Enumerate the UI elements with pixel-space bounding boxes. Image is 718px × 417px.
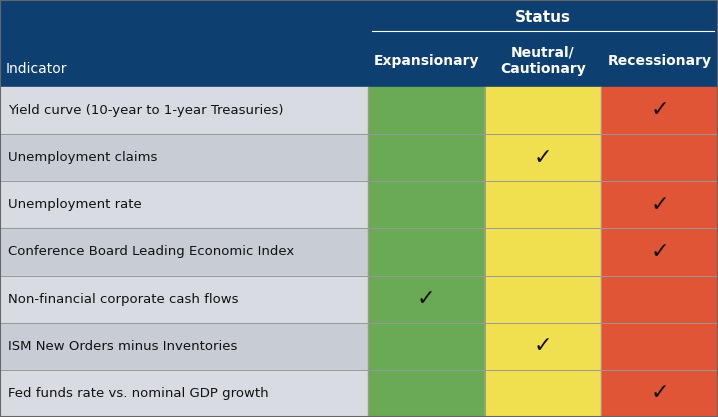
Bar [0,134,368,181]
Bar [602,276,718,323]
Bar [602,229,718,276]
Bar [0,370,368,417]
Bar [485,87,602,134]
Text: ✓: ✓ [651,383,669,403]
Bar [368,229,485,276]
Text: Yield curve (10-year to 1-year Treasuries): Yield curve (10-year to 1-year Treasurie… [8,104,284,117]
Bar [368,323,485,370]
Bar [368,181,485,229]
Bar [485,229,602,276]
Text: Unemployment claims: Unemployment claims [8,151,157,164]
Bar [602,181,718,229]
Bar [485,323,602,370]
Text: ✓: ✓ [651,242,669,262]
Bar [602,134,718,181]
Text: ✓: ✓ [533,336,552,356]
Text: Conference Board Leading Economic Index: Conference Board Leading Economic Index [8,246,294,259]
Text: Non-financial corporate cash flows: Non-financial corporate cash flows [8,293,238,306]
Bar [602,323,718,370]
Bar [0,181,368,229]
Text: Neutral/
Cautionary: Neutral/ Cautionary [500,46,586,76]
Bar [485,370,602,417]
Text: Status: Status [515,10,571,25]
Text: ✓: ✓ [533,148,552,168]
Text: Recessionary: Recessionary [607,54,712,68]
Bar [0,87,368,134]
Bar [368,87,485,134]
Text: ✓: ✓ [651,100,669,121]
Bar [485,276,602,323]
Bar [485,134,602,181]
Bar [368,370,485,417]
Bar [0,35,718,87]
Bar [0,323,368,370]
Text: ISM New Orders minus Inventories: ISM New Orders minus Inventories [8,340,238,353]
Bar [0,229,368,276]
Text: Unemployment rate: Unemployment rate [8,198,141,211]
Bar [0,0,718,35]
Text: ✓: ✓ [417,289,436,309]
Bar [602,370,718,417]
Bar [0,276,368,323]
Bar [368,134,485,181]
Text: Indicator: Indicator [6,62,67,76]
Bar [485,181,602,229]
Text: ✓: ✓ [651,195,669,215]
Bar [368,276,485,323]
Bar [602,87,718,134]
Text: Fed funds rate vs. nominal GDP growth: Fed funds rate vs. nominal GDP growth [8,387,269,400]
Text: Expansionary: Expansionary [373,54,479,68]
